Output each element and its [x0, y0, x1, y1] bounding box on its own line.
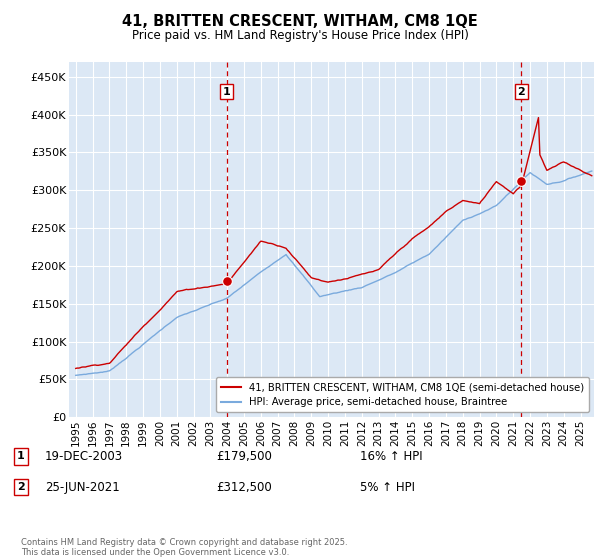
Text: 2: 2 [17, 482, 25, 492]
Text: 1: 1 [17, 451, 25, 461]
Text: Price paid vs. HM Land Registry's House Price Index (HPI): Price paid vs. HM Land Registry's House … [131, 29, 469, 42]
Text: 16% ↑ HPI: 16% ↑ HPI [360, 450, 422, 463]
Text: 25-JUN-2021: 25-JUN-2021 [45, 480, 120, 494]
Text: 1: 1 [223, 87, 230, 97]
Legend: 41, BRITTEN CRESCENT, WITHAM, CM8 1QE (semi-detached house), HPI: Average price,: 41, BRITTEN CRESCENT, WITHAM, CM8 1QE (s… [216, 377, 589, 412]
Text: 5% ↑ HPI: 5% ↑ HPI [360, 480, 415, 494]
Text: 2: 2 [517, 87, 525, 97]
Text: Contains HM Land Registry data © Crown copyright and database right 2025.
This d: Contains HM Land Registry data © Crown c… [21, 538, 347, 557]
Text: £312,500: £312,500 [216, 480, 272, 494]
Text: £179,500: £179,500 [216, 450, 272, 463]
Text: 19-DEC-2003: 19-DEC-2003 [45, 450, 123, 463]
Text: 41, BRITTEN CRESCENT, WITHAM, CM8 1QE: 41, BRITTEN CRESCENT, WITHAM, CM8 1QE [122, 14, 478, 29]
